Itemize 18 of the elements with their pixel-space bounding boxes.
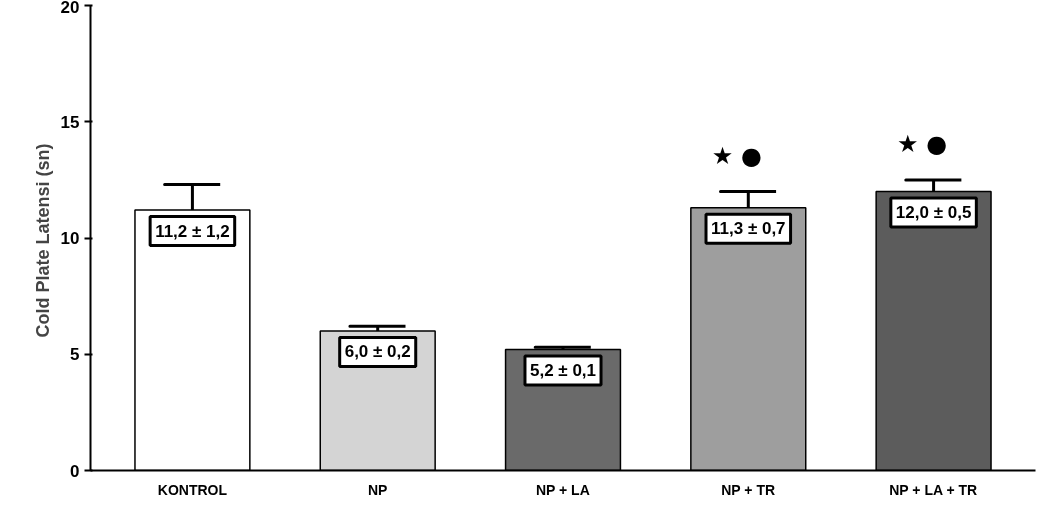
annotation: ★ ● (897, 129, 948, 158)
y-tick-label: 15 (60, 112, 80, 132)
x-tick-label: NP + LA + TR (889, 481, 978, 498)
y-axis-title: Cold Plate Latensi (sn) (32, 143, 53, 338)
data-label: 11,2 ± 1,2 (155, 221, 230, 241)
data-label: 11,3 ± 0,7 (711, 219, 786, 239)
x-tick-label: KONTROL (157, 481, 228, 498)
x-tick-label: NP (367, 481, 388, 498)
x-tick-label: NP + LA (535, 481, 590, 498)
data-label: 12,0 ± 0,5 (895, 202, 972, 222)
y-tick-label: 10 (60, 229, 80, 248)
data-label: 6,0 ± 0,2 (344, 342, 411, 362)
y-tick-label: 0 (70, 461, 80, 481)
y-tick-label: 5 (70, 345, 80, 365)
y-tick-label: 20 (60, 0, 80, 17)
x-tick-label: NP + TR (721, 481, 776, 498)
annotation: ★ ● (711, 141, 762, 170)
data-label: 5,2 ± 0,1 (529, 361, 597, 381)
